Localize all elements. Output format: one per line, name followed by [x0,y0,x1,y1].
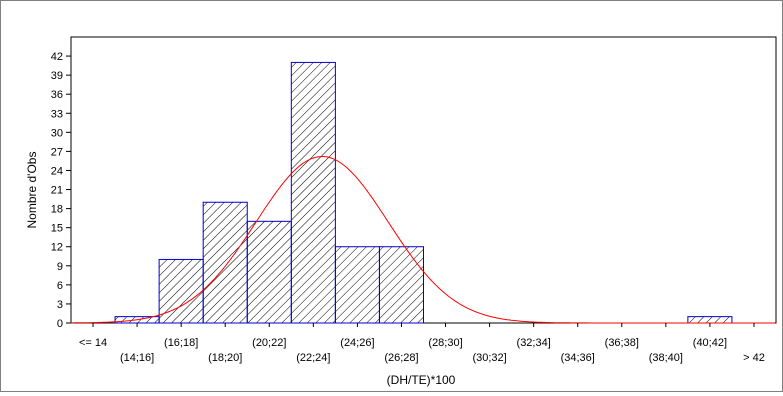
x-tick-label: <= 14 [79,337,107,349]
x-tick-label: (20;22] [252,337,286,349]
x-tick-label: (14;16] [120,352,154,364]
y-tick-label: 42 [51,51,63,63]
x-tick-label: (40;42] [693,337,727,349]
histogram-bar [334,246,380,324]
x-tick-label: (28;30] [428,337,462,349]
y-tick-label: 27 [51,146,63,158]
x-tick-label: (36;38] [605,337,639,349]
x-tick-label: (16;18] [164,337,198,349]
histogram-bar [687,316,733,324]
x-tick-label: (32;34] [517,337,551,349]
fit-curve-layer [71,156,775,324]
y-tick-label: 21 [51,185,63,197]
histogram-bar [158,258,204,324]
histogram-bar [290,61,336,324]
y-tick-label: 39 [51,70,63,82]
x-tick-label: (38;40] [649,352,683,364]
x-tick-label: (24;26] [340,337,374,349]
x-tick-label: (30;32] [472,352,506,364]
y-tick-label: 6 [57,280,63,292]
x-axis: <= 14 (14;16] (16;18] (18;20] (20;22] (22;24]… [79,323,765,364]
normal-fit-curve [71,156,775,324]
y-tick-label: 9 [57,261,63,273]
y-axis-title: Nombre d'Obs [25,152,39,229]
y-tick-label: 3 [57,299,63,311]
x-tick-label: (26;28] [384,352,418,364]
bars-layer [114,61,733,324]
y-tick-label: 33 [51,108,63,120]
histogram-bar [378,246,424,324]
y-tick-label: 0 [57,318,63,330]
y-tick-label: 36 [51,89,63,101]
x-tick-label: (34;36] [561,352,595,364]
x-tick-label: (22;24] [296,352,330,364]
y-tick-label: 18 [51,204,63,216]
x-axis-title: (DH/TE)*100 [387,373,456,387]
y-tick-label: 24 [51,165,63,177]
y-tick-label: 12 [51,242,63,254]
histogram-bar [202,201,248,324]
x-tick-label: (18;20] [208,352,242,364]
y-tick-label: 15 [51,223,63,235]
x-tick-label: > 42 [743,352,765,364]
y-tick-label: 30 [51,127,63,139]
histogram-bar [246,220,292,324]
